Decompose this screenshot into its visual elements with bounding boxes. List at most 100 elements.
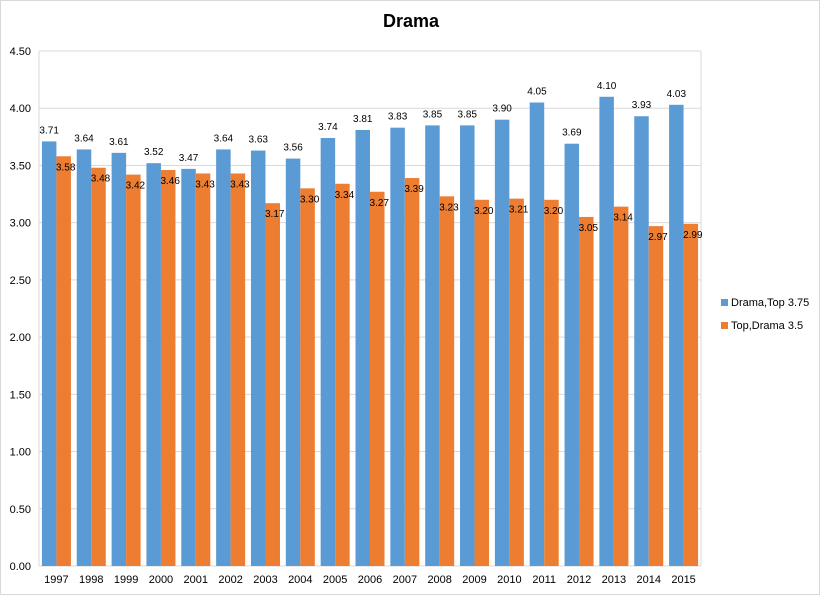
- bar-2011-series-2: [544, 199, 559, 566]
- bar-2013-series-2: [613, 206, 629, 566]
- bar-1997-series-1: [41, 141, 57, 566]
- data-label-2002-series-2: 3.43: [230, 179, 250, 190]
- data-label-2004-series-2: 3.30: [300, 194, 320, 205]
- data-label-2012-series-2: 3.05: [579, 223, 599, 234]
- bar-2003-series-1: [250, 150, 266, 567]
- bar-2004-series-1: [285, 158, 301, 567]
- bar-2002-series-1: [216, 149, 231, 566]
- x-tick-label: 2003: [253, 574, 277, 586]
- x-tick-label: 1997: [44, 574, 68, 586]
- data-label-2008-series-1: 3.85: [423, 109, 443, 120]
- data-label-1997-series-2: 3.58: [56, 162, 76, 173]
- bar-2002-series-2: [230, 173, 246, 566]
- bar-2014-series-1: [634, 116, 649, 566]
- x-tick-label: 2005: [323, 574, 347, 586]
- bar-2015-series-1: [669, 104, 684, 567]
- data-label-1999-series-1: 3.61: [109, 137, 129, 148]
- bar-2007-series-1: [390, 127, 405, 566]
- data-labels: 3.71 3.58 3.64 3.48 3.61 3.42 3.52 3.46 3.47 3.43…: [39, 81, 703, 243]
- bar-2010-series-1: [494, 119, 510, 567]
- y-tick-label: 4.00: [10, 103, 31, 115]
- x-tick-label: 2001: [184, 574, 208, 586]
- data-label-2009-series-2: 3.20: [474, 206, 494, 217]
- data-label-2001-series-2: 3.43: [195, 179, 215, 190]
- bar-2005-series-2: [335, 183, 350, 566]
- bar-2015-series-2: [683, 223, 699, 567]
- y-tick-label: 3.00: [10, 218, 31, 230]
- x-tick-label: 2014: [636, 574, 660, 586]
- bar-2000-series-1: [146, 163, 161, 566]
- data-label-2014-series-1: 3.93: [632, 100, 652, 111]
- x-tick-label: 2002: [218, 574, 242, 586]
- data-label-2000-series-2: 3.46: [160, 176, 180, 187]
- bar-2006-series-2: [370, 191, 385, 566]
- y-tick-label: 1.50: [10, 389, 31, 401]
- bar-2006-series-1: [355, 129, 370, 566]
- x-tick-label: 2008: [427, 574, 451, 586]
- legend: Drama,Top 3.75 Top,Drama 3.5: [721, 297, 809, 332]
- data-label-2011-series-1: 4.05: [527, 87, 547, 98]
- x-tick-label: 2006: [358, 574, 382, 586]
- bars: [41, 96, 699, 567]
- data-label-2010-series-1: 3.90: [492, 104, 512, 115]
- bar-2009-series-1: [460, 125, 475, 566]
- legend-swatch-series-1: [721, 299, 728, 306]
- data-label-2011-series-2: 3.20: [544, 206, 564, 217]
- y-tick-label: 4.50: [10, 46, 31, 58]
- y-tick-label: 0.00: [10, 561, 31, 573]
- data-label-2003-series-2: 3.17: [265, 209, 285, 220]
- data-label-2006-series-1: 3.81: [353, 114, 373, 125]
- bar-1999-series-2: [126, 174, 141, 566]
- data-label-2007-series-2: 3.39: [404, 184, 424, 195]
- data-label-2010-series-2: 3.21: [509, 205, 529, 216]
- x-tick-label: 2007: [393, 574, 417, 586]
- axes: 0.00 0.50 1.00 1.50 2.00 2.50 3.00 3.50 4.00 4.50…: [10, 46, 696, 586]
- data-label-2012-series-1: 3.69: [562, 128, 582, 139]
- y-tick-label: 2.50: [10, 275, 31, 287]
- data-label-2005-series-1: 3.74: [318, 122, 338, 133]
- bar-2000-series-2: [160, 170, 176, 566]
- bar-2001-series-2: [195, 173, 211, 566]
- data-label-2005-series-2: 3.34: [335, 190, 355, 201]
- data-label-2002-series-1: 3.64: [214, 133, 234, 144]
- data-label-1997-series-1: 3.71: [39, 125, 59, 136]
- legend-label-series-1: Drama,Top 3.75: [731, 297, 809, 309]
- data-label-2007-series-1: 3.83: [388, 112, 408, 123]
- bar-2009-series-2: [474, 199, 490, 566]
- bar-2004-series-2: [300, 188, 315, 567]
- x-tick-label: 2012: [567, 574, 591, 586]
- bar-2014-series-2: [648, 226, 664, 566]
- x-tick-label: 2011: [532, 574, 556, 586]
- data-label-2015-series-1: 4.03: [667, 89, 687, 100]
- bar-2010-series-2: [509, 198, 524, 566]
- data-label-1998-series-1: 3.64: [74, 133, 94, 144]
- data-label-2006-series-2: 3.27: [370, 198, 390, 209]
- y-tick-label: 0.50: [10, 504, 31, 516]
- x-tick-label: 1999: [114, 574, 138, 586]
- bar-2011-series-1: [529, 102, 545, 566]
- data-label-2014-series-2: 2.97: [648, 232, 668, 243]
- data-label-2009-series-1: 3.85: [458, 109, 478, 120]
- bar-2001-series-1: [181, 168, 196, 566]
- bar-1998-series-1: [76, 149, 92, 566]
- data-label-1999-series-2: 3.42: [126, 181, 146, 192]
- data-label-2013-series-2: 3.14: [613, 213, 633, 224]
- bar-1999-series-1: [111, 152, 127, 566]
- x-tick-label: 2010: [497, 574, 521, 586]
- y-tick-label: 2.00: [10, 332, 31, 344]
- bar-2012-series-1: [564, 143, 580, 566]
- data-label-1998-series-2: 3.48: [91, 174, 111, 185]
- data-label-2003-series-1: 3.63: [248, 135, 268, 146]
- data-label-2000-series-1: 3.52: [144, 147, 164, 158]
- bar-2005-series-1: [320, 137, 336, 566]
- x-tick-label: 2000: [149, 574, 173, 586]
- bar-2008-series-2: [439, 196, 455, 566]
- bar-2007-series-2: [404, 178, 420, 567]
- bar-1998-series-2: [91, 167, 106, 566]
- data-label-2008-series-2: 3.23: [439, 202, 459, 213]
- x-tick-label: 2009: [462, 574, 486, 586]
- x-tick-label: 2004: [288, 574, 312, 586]
- bar-2003-series-2: [265, 203, 280, 566]
